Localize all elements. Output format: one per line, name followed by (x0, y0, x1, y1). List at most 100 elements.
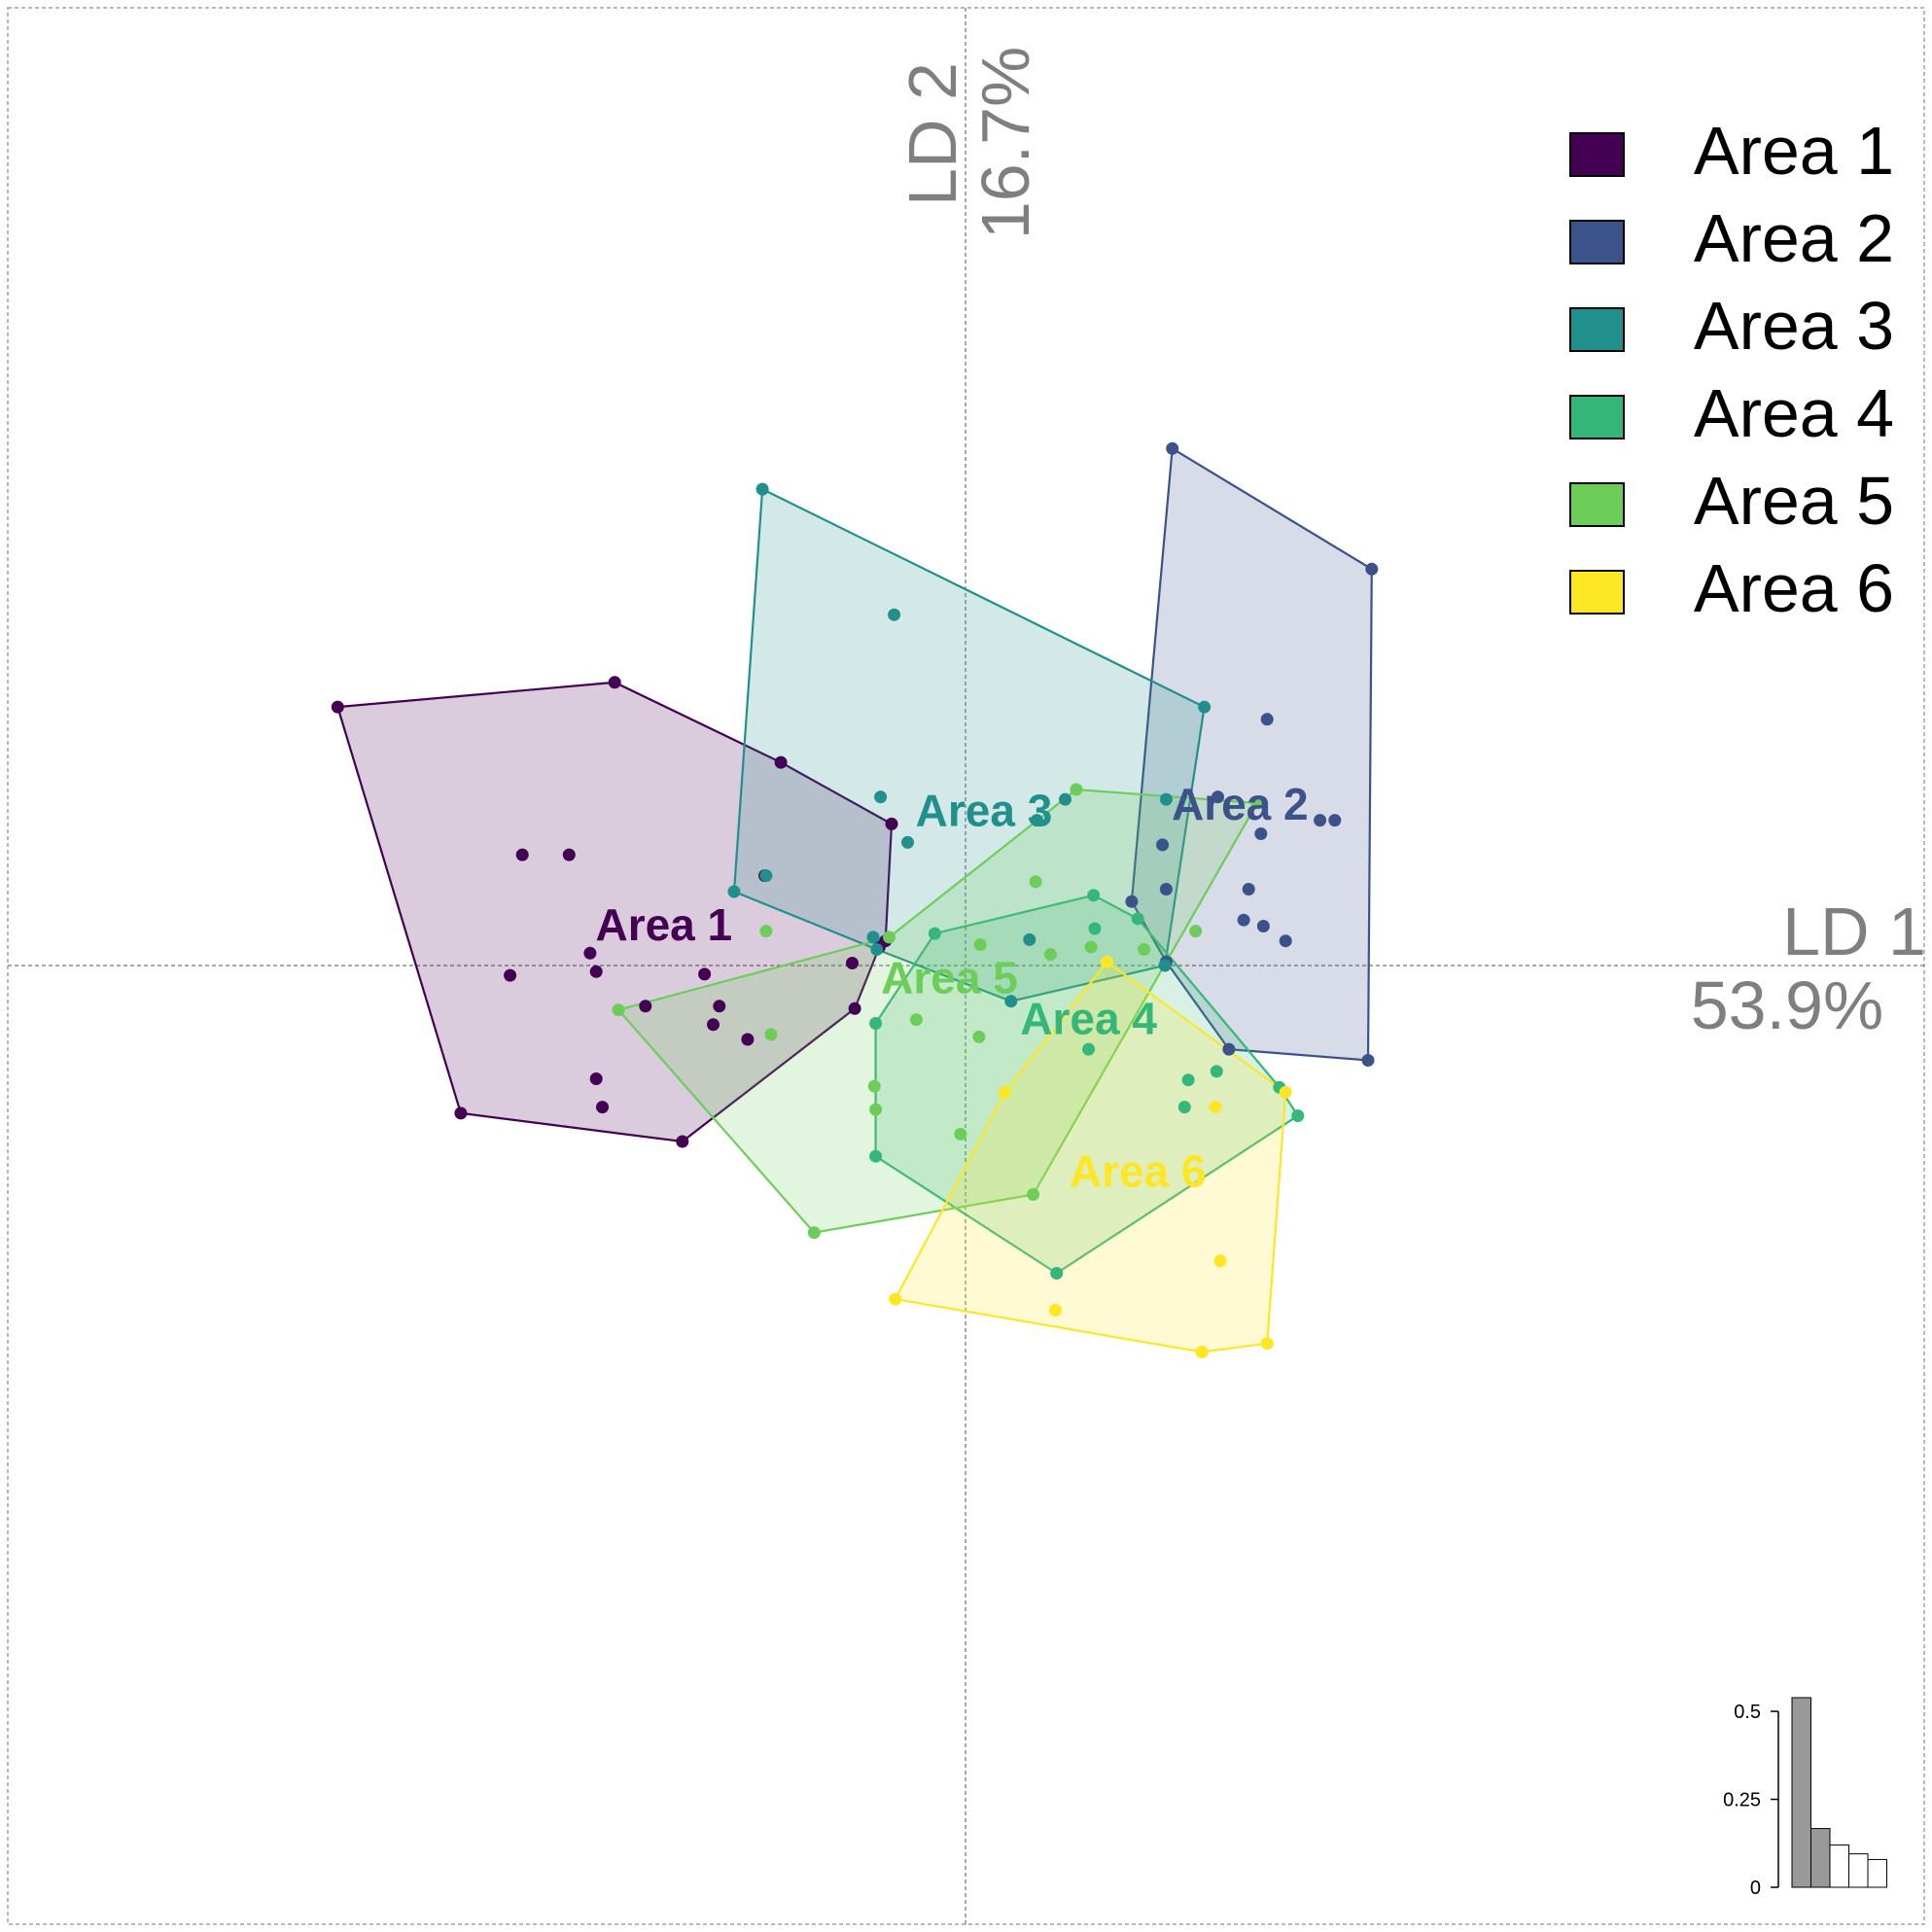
area-6-point-1 (1279, 1085, 1292, 1099)
area-2-point-13 (1254, 827, 1268, 840)
area-2-point-3 (1222, 1042, 1236, 1056)
area-1-point-21 (596, 1101, 609, 1114)
legend-label-area-1: Area 1 (1694, 113, 1894, 189)
area-2-point-8 (1242, 883, 1255, 896)
area-5-point-9 (867, 1079, 881, 1093)
legend-swatch-area-5 (1569, 482, 1625, 527)
eigen-tick-label-1: 0.25 (1723, 1790, 1761, 1811)
area-2-point-12 (1256, 920, 1270, 932)
eigen-bar-2 (1810, 1828, 1831, 1888)
area-4-point-2 (1050, 1267, 1064, 1280)
x-axis-name: LD 1 (1782, 894, 1926, 969)
eigen-bar-5 (1867, 1858, 1887, 1888)
area-3-point-13 (1159, 792, 1173, 806)
legend-swatch-area-2 (1569, 220, 1625, 264)
area-6-point-0 (1101, 955, 1114, 968)
area-3-point-10 (866, 931, 880, 944)
area-4-point-5 (1131, 912, 1144, 926)
area-5-point-2 (1027, 1188, 1040, 1201)
area-5-point-3 (1250, 796, 1264, 810)
area-5-point-14 (1043, 948, 1057, 962)
area-5-point-15 (1084, 940, 1098, 954)
area-1-point-12 (589, 965, 603, 978)
area-2-point-16 (1159, 883, 1173, 896)
area-3-point-6 (888, 608, 901, 621)
eigen-bar-3 (1829, 1844, 1849, 1888)
area-4-point-0 (869, 1017, 883, 1030)
area-5-point-1 (807, 1226, 821, 1240)
area-1-point-10 (562, 848, 576, 861)
legend-label-area-5: Area 5 (1694, 463, 1894, 539)
area-5-point-11 (954, 1127, 967, 1141)
area-5-group-label: Area 5 (881, 953, 1018, 1003)
area-4-point-12 (1082, 1042, 1096, 1056)
area-4-point-6 (1087, 889, 1101, 902)
area-1-point-8 (454, 1107, 468, 1120)
area-6-point-2 (1260, 1337, 1274, 1351)
area-2-point-14 (1279, 934, 1292, 948)
area-5-point-8 (909, 1013, 923, 1027)
area-4-point-1 (869, 1149, 883, 1163)
area-4-point-10 (1177, 1101, 1191, 1114)
area-3-point-8 (901, 835, 914, 849)
area-1-point-15 (713, 1000, 726, 1013)
area-5-point-16 (1138, 943, 1151, 956)
group-hulls (335, 446, 1373, 1353)
area-2-point-11 (1237, 913, 1250, 927)
area-1-point-1 (608, 676, 621, 689)
area-4-group-label: Area 4 (1020, 993, 1157, 1043)
area-1-point-13 (504, 968, 517, 982)
area-2-point-15 (1156, 838, 1170, 852)
area-3-point-4 (870, 943, 884, 956)
x-axis-variance: 53.9% (1691, 967, 1883, 1043)
eigen-tick-label-0: 0.5 (1734, 1702, 1761, 1723)
area-5-point-6 (759, 925, 773, 938)
area-3-point-14 (1023, 932, 1036, 946)
area-1-point-14 (698, 967, 712, 981)
eigenvalue-inset: 0.5 0.25 0 (1723, 1697, 1887, 1899)
area-1-point-6 (848, 1001, 861, 1015)
area-2-point-5 (1125, 895, 1139, 908)
area-1-point-7 (676, 1135, 689, 1148)
area-1-point-17 (741, 1033, 755, 1046)
area-6-point-7 (1213, 1254, 1227, 1268)
eigen-bar-4 (1848, 1853, 1869, 1888)
area-3-point-2 (1158, 959, 1172, 972)
area-3-point-3 (1004, 995, 1018, 1008)
area-4-point-7 (928, 927, 941, 940)
area-4-point-8 (1088, 922, 1102, 935)
area-5-point-17 (1189, 925, 1203, 938)
legend-label-area-4: Area 4 (1694, 375, 1894, 451)
eigen-tick-label-2: 0 (1750, 1878, 1761, 1899)
area-1-group-label: Area 1 (595, 899, 732, 950)
area-6-point-3 (1195, 1346, 1209, 1358)
area-5-point-18 (973, 938, 987, 951)
area-5-point-12 (972, 1030, 986, 1043)
legend-swatch-area-1 (1569, 132, 1625, 177)
area-2-point-1 (1365, 562, 1379, 576)
area-2-point-9 (1328, 814, 1342, 827)
area-6-point-4 (889, 1292, 902, 1306)
area-5-point-0 (612, 1003, 625, 1017)
area-3-point-7 (759, 869, 773, 883)
area-1-point-11 (583, 946, 597, 960)
y-axis-variance: 16.7% (967, 47, 1043, 239)
area-6-point-6 (1048, 1304, 1062, 1317)
area-1-point-20 (589, 1072, 603, 1085)
area-6-group-label: Area 6 (1070, 1145, 1207, 1196)
legend-label-area-6: Area 6 (1694, 550, 1894, 626)
area-3-point-12 (1059, 792, 1071, 806)
y-axis-name: LD 2 (895, 62, 970, 206)
area-5-point-7 (764, 1028, 778, 1041)
area-2-point-2 (1361, 1054, 1375, 1067)
area-5-point-10 (869, 1103, 883, 1116)
area-3-group-label: Area 3 (916, 785, 1053, 835)
area-1-point-22 (639, 1000, 652, 1013)
area-4-point-9 (1181, 1073, 1195, 1087)
area-5-point-4 (1070, 783, 1083, 796)
area-2-point-0 (1166, 441, 1179, 455)
legend-swatch-area-4 (1569, 395, 1625, 439)
area-1-point-0 (331, 700, 344, 714)
area-5-point-13 (1029, 875, 1042, 889)
